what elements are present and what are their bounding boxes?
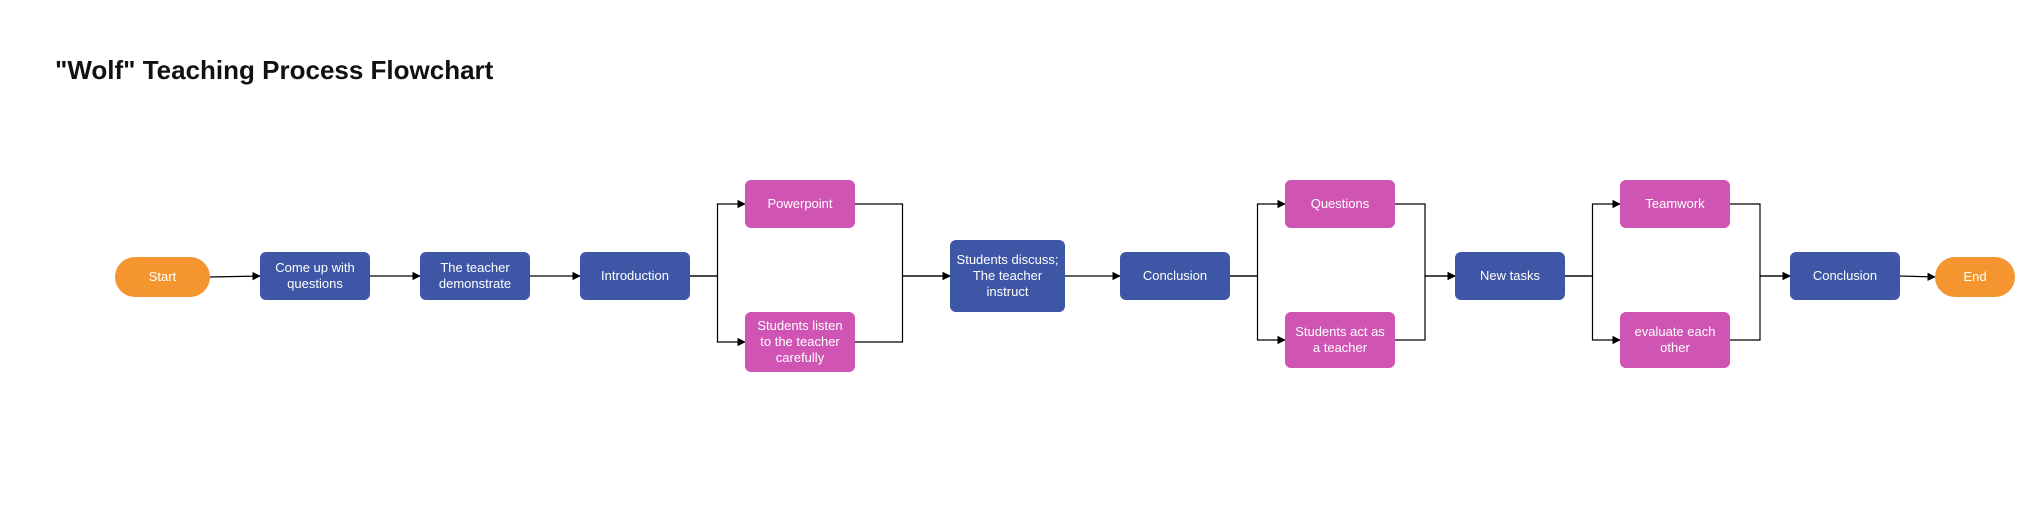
edge (1565, 276, 1620, 340)
edge (1900, 276, 1935, 277)
node-discuss: Students discuss; The teacher instruct (950, 240, 1065, 312)
edge (855, 276, 950, 342)
node-newtasks: New tasks (1455, 252, 1565, 300)
node-end: End (1935, 257, 2015, 297)
node-teamwork: Teamwork (1620, 180, 1730, 228)
flowchart-canvas: "Wolf" Teaching Process Flowchart Start C… (0, 0, 2030, 532)
node-intro: Introduction (580, 252, 690, 300)
node-start: Start (115, 257, 210, 297)
node-concl1: Conclusion (1120, 252, 1230, 300)
node-listen: Students listen to the teacher carefully (745, 312, 855, 372)
node-evaluate: evaluate each other (1620, 312, 1730, 368)
edge (690, 276, 745, 342)
edge (1730, 276, 1790, 340)
edge (855, 204, 950, 276)
edge (1230, 276, 1285, 340)
node-questions2: Questions (1285, 180, 1395, 228)
edge (690, 204, 745, 276)
node-questions: Come up with questions (260, 252, 370, 300)
node-studteach: Students act as a teacher (1285, 312, 1395, 368)
edge (1730, 204, 1790, 276)
edge (210, 276, 260, 277)
node-demonstrate: The teacher demonstrate (420, 252, 530, 300)
flowchart-title: "Wolf" Teaching Process Flowchart (55, 55, 493, 86)
node-ppt: Powerpoint (745, 180, 855, 228)
edge (1395, 204, 1455, 276)
edge (1395, 276, 1455, 340)
node-concl2: Conclusion (1790, 252, 1900, 300)
edge (1565, 204, 1620, 276)
edge (1230, 204, 1285, 276)
